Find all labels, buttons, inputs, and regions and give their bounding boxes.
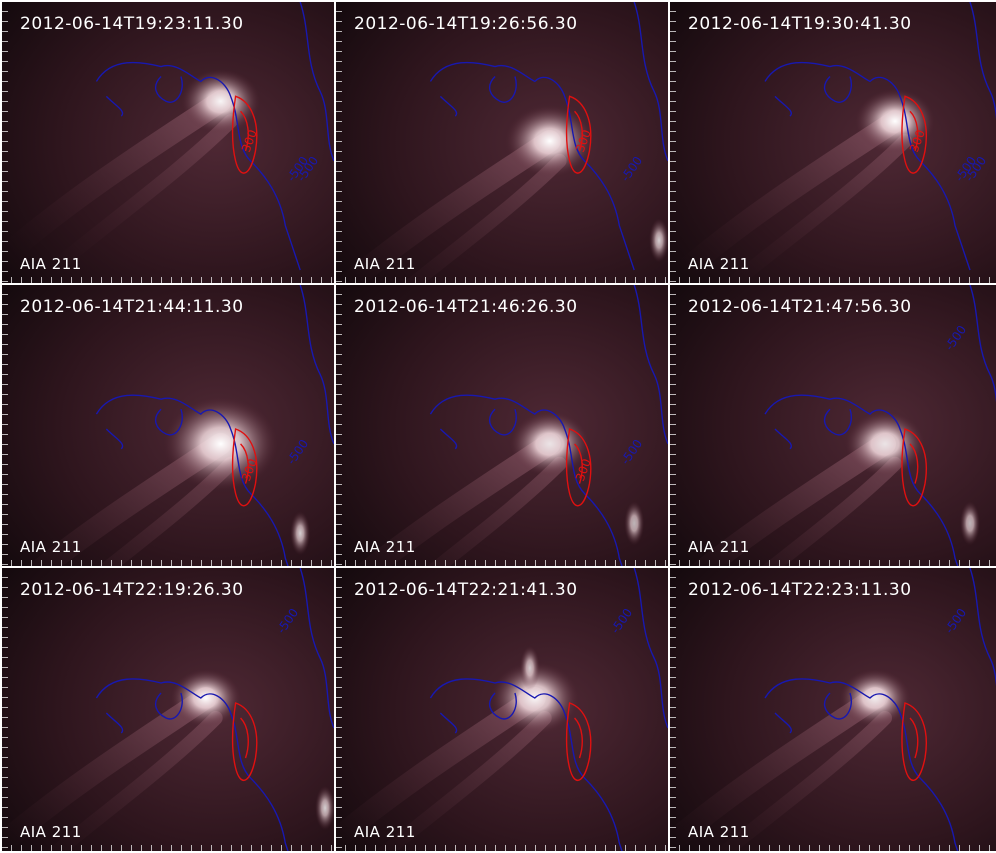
image-panel: -500 2012-06-14T22:23:11.30 AIA 211 [670,568,996,851]
instrument-label: AIA 211 [354,823,416,841]
instrument-label: AIA 211 [354,255,416,273]
image-panel: -500 2012-06-14T22:21:41.30 AIA 211 [336,568,670,851]
positive-contour [565,428,592,507]
instrument-label: AIA 211 [688,823,750,841]
axis-ticks [670,560,996,566]
axis-ticks [2,285,8,566]
timestamp-label: 2012-06-14T19:26:56.30 [354,14,578,34]
solar-image [336,2,668,283]
timestamp-label: 2012-06-14T21:44:11.30 [20,297,244,317]
image-panel: -500 2012-06-14T22:19:26.30 AIA 211 [2,568,336,851]
solar-image [2,2,334,283]
axis-ticks [670,2,676,283]
negative-contour [429,2,668,271]
axis-ticks [670,285,676,566]
axis-ticks [336,560,668,566]
instrument-label: AIA 211 [354,538,416,556]
positive-contour [565,702,592,781]
positive-contour [231,428,258,507]
axis-ticks [336,568,342,851]
solar-image [336,285,668,566]
axis-ticks [2,2,8,283]
negative-contour [95,2,334,271]
negative-contour [764,568,996,851]
negative-contour [95,285,334,566]
negative-contour [764,285,996,566]
instrument-label: AIA 211 [20,823,82,841]
axis-ticks [2,845,334,851]
solar-image [670,285,996,566]
timestamp-label: 2012-06-14T19:30:41.30 [688,14,912,34]
instrument-label: AIA 211 [688,255,750,273]
timestamp-label: 2012-06-14T22:23:11.30 [688,580,912,600]
axis-ticks [2,568,8,851]
positive-contour [231,95,258,174]
negative-contour [95,568,334,851]
solar-image [336,568,668,851]
axis-ticks [336,2,342,283]
positive-contour [901,428,927,507]
axis-ticks [670,845,996,851]
positive-contour [565,95,592,174]
positive-contour [231,702,258,781]
axis-ticks [336,845,668,851]
timestamp-label: 2012-06-14T19:23:11.30 [20,14,244,34]
timestamp-label: 2012-06-14T22:21:41.30 [354,580,578,600]
image-panel: -500 2012-06-14T21:47:56.30 AIA 211 [670,285,996,568]
solar-image [670,2,996,283]
instrument-label: AIA 211 [20,255,82,273]
instrument-label: AIA 211 [688,538,750,556]
positive-contour [901,702,927,781]
solar-image [2,568,334,851]
positive-contour [901,95,927,174]
instrument-label: AIA 211 [20,538,82,556]
axis-ticks [336,285,342,566]
timestamp-label: 2012-06-14T21:47:56.30 [688,297,912,317]
axis-ticks [2,277,334,283]
timestamp-label: 2012-06-14T22:19:26.30 [20,580,244,600]
negative-contour [429,285,668,566]
axis-ticks [670,277,996,283]
axis-ticks [670,568,676,851]
timestamp-label: 2012-06-14T21:46:26.30 [354,297,578,317]
image-panel: 300 -500 2012-06-14T21:46:26.30 AIA 211 [336,285,670,568]
negative-contour [764,2,996,271]
image-panel: 300 -500 2012-06-14T19:26:56.30 AIA 211 [336,2,670,285]
image-panel: 300 -500 -500 2012-06-14T19:30:41.30 AIA 211 [670,2,996,285]
image-panel: 300 -500 -500 2012-06-14T19:23:11.30 AIA 211 [2,2,336,285]
image-panel: 300 -500 2012-06-14T21:44:11.30 AIA 211 [2,285,336,568]
solar-image [2,285,334,566]
axis-ticks [336,277,668,283]
solar-image [670,568,996,851]
negative-contour [429,568,668,851]
axis-ticks [2,560,334,566]
